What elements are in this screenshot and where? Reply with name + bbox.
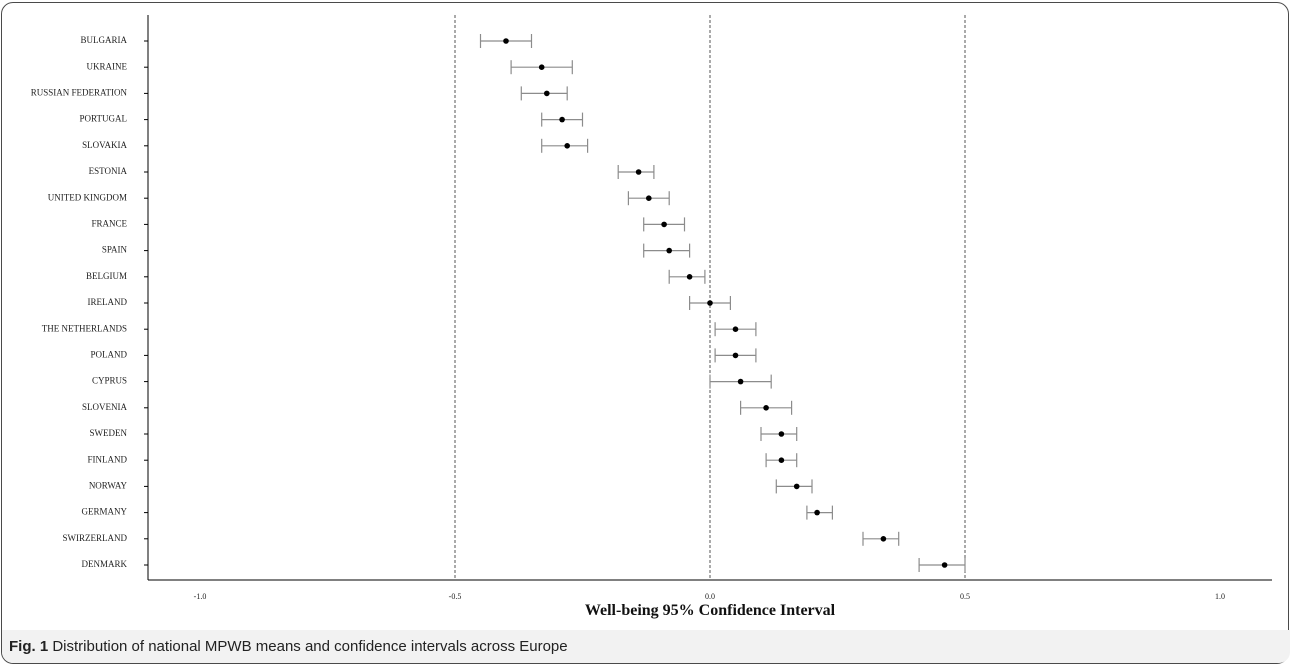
category-label: POLAND (90, 349, 127, 359)
mean-point (635, 169, 642, 175)
x-tick-label: 1.0 (1215, 592, 1225, 601)
category-label: SLOVENIA (82, 402, 127, 412)
mean-point (778, 431, 785, 437)
figure-number: Fig. 1 (9, 638, 49, 655)
mean-point (559, 116, 565, 123)
mean-point (564, 143, 570, 149)
mean-point (646, 195, 652, 201)
category-label: NORWAY (89, 480, 128, 490)
category-label: SWIRZERLAND (63, 533, 128, 543)
mean-point (778, 457, 785, 464)
mean-point (880, 536, 887, 542)
category-label: CYPRUS (92, 376, 127, 386)
mean-point (661, 221, 667, 228)
category-label: RUSSIAN FEDERATION (31, 87, 128, 97)
category-label: PORTUGAL (80, 114, 127, 124)
category-label: UNITED KINGDOM (48, 192, 127, 202)
x-tick-label: 0.0 (705, 592, 715, 601)
category-label: FRANCE (91, 218, 127, 228)
mean-point (538, 64, 545, 70)
category-label: GERMANY (81, 507, 127, 517)
category-label: UKRAINE (87, 61, 128, 71)
category-label: SLOVAKIA (82, 140, 127, 150)
x-tick-label: 0.5 (960, 592, 970, 601)
mean-point (732, 352, 739, 359)
caption-bar (2, 630, 1290, 663)
mean-point (941, 562, 948, 568)
mean-point (503, 38, 509, 44)
category-label: BULGARIA (81, 35, 128, 45)
mean-point (814, 509, 820, 516)
mean-point (793, 483, 800, 490)
mean-point (544, 90, 550, 97)
mean-point (707, 300, 713, 306)
category-label: SPAIN (102, 245, 128, 255)
category-label: THE NETHERLANDS (42, 323, 127, 333)
mean-point (737, 378, 744, 385)
category-label: FINLAND (88, 454, 128, 464)
figure-caption: Fig. 1 Distribution of national MPWB mea… (9, 638, 568, 655)
category-label: BELGIUM (86, 271, 127, 281)
category-label: IRELAND (88, 297, 128, 307)
category-label: DENMARK (81, 559, 127, 569)
x-axis-label: Well-being 95% Confidence Interval (585, 602, 836, 619)
caption-text: Distribution of national MPWB means and … (52, 638, 568, 655)
x-tick-label: -1.0 (194, 592, 207, 601)
mean-point (732, 326, 739, 333)
category-label: ESTONIA (89, 166, 128, 176)
mean-point (763, 405, 769, 411)
category-label: SWEDEN (90, 428, 128, 438)
x-tick-label: -0.5 (449, 592, 462, 601)
mean-point (686, 274, 693, 280)
mean-point (666, 247, 672, 254)
